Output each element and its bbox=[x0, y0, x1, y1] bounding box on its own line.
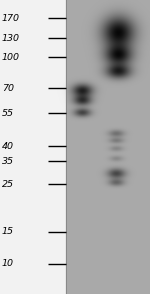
Text: 40: 40 bbox=[2, 141, 14, 151]
Text: 35: 35 bbox=[2, 156, 14, 166]
Text: 25: 25 bbox=[2, 180, 14, 188]
Text: 130: 130 bbox=[2, 34, 20, 43]
Text: 170: 170 bbox=[2, 14, 20, 23]
Text: 100: 100 bbox=[2, 53, 20, 61]
Text: 55: 55 bbox=[2, 108, 14, 118]
Text: 70: 70 bbox=[2, 83, 14, 93]
Text: 15: 15 bbox=[2, 228, 14, 236]
Text: 10: 10 bbox=[2, 260, 14, 268]
